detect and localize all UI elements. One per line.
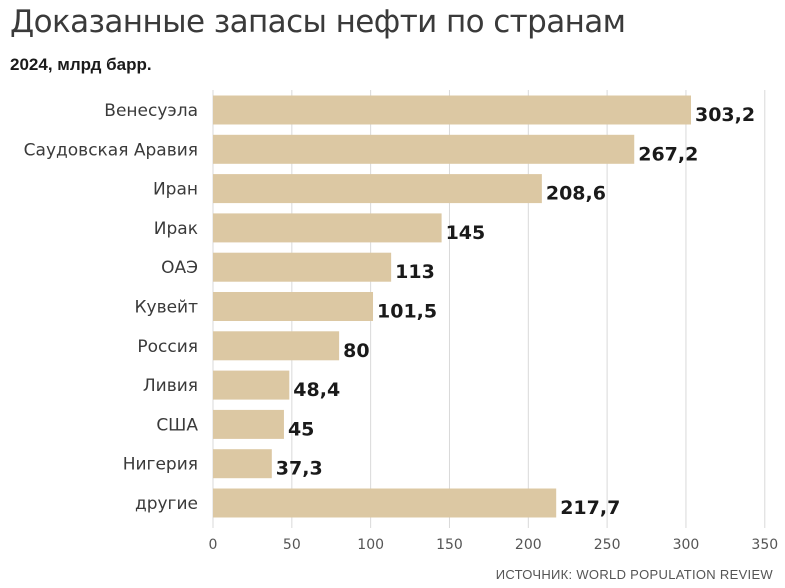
x-tick-label: 0 xyxy=(209,537,218,553)
bar xyxy=(213,449,272,479)
labels: Венесуэла 303,2 Саудовская Аравия 267,2 Иран… xyxy=(24,101,755,519)
x-tick-label: 50 xyxy=(283,537,301,553)
value-label: 217,7 xyxy=(560,497,620,519)
source-note: ИСТОЧНИК: WORLD POPULATION REVIEW xyxy=(495,567,773,582)
x-tick-label: 350 xyxy=(751,537,778,553)
category-label: Нигерия xyxy=(123,455,198,475)
category-label: Ирак xyxy=(154,219,198,239)
bar xyxy=(213,213,442,243)
x-tick-label: 100 xyxy=(357,537,384,553)
bar xyxy=(213,488,557,518)
value-label: 208,6 xyxy=(546,183,606,205)
bars xyxy=(213,95,691,518)
value-label: 80 xyxy=(343,340,369,362)
category-label: Саудовская Аравия xyxy=(24,140,198,160)
bar xyxy=(213,174,542,204)
bar xyxy=(213,292,374,321)
x-tick-label: 200 xyxy=(515,537,542,553)
bar xyxy=(213,252,392,282)
value-label: 37,3 xyxy=(276,458,323,480)
bar xyxy=(213,95,691,125)
chart-title: Доказанные запасы нефти по странам xyxy=(10,4,626,40)
x-tick-label: 300 xyxy=(673,537,700,553)
value-label: 113 xyxy=(395,261,435,283)
chart-subtitle: 2024, млрд барр. xyxy=(10,55,152,74)
category-label: Россия xyxy=(137,337,198,357)
value-label: 145 xyxy=(446,222,486,244)
bar xyxy=(213,331,340,361)
bar xyxy=(213,134,635,164)
value-label: 101,5 xyxy=(377,301,437,323)
bar xyxy=(213,409,284,439)
value-label: 303,2 xyxy=(695,104,755,126)
category-label: США xyxy=(156,415,198,435)
value-label: 45 xyxy=(288,418,314,440)
x-axis: 0 50 100 150 200 250 300 350 xyxy=(209,537,779,553)
category-label: Ливия xyxy=(143,376,198,396)
category-label: Иран xyxy=(153,180,198,200)
category-label: Кувейт xyxy=(134,298,198,318)
value-label: 267,2 xyxy=(638,143,698,165)
category-label: ОАЭ xyxy=(161,258,198,278)
bar xyxy=(213,370,290,400)
x-tick-label: 150 xyxy=(436,537,463,553)
category-label: Венесуэла xyxy=(104,101,198,121)
category-label: другие xyxy=(135,494,198,514)
x-tick-label: 250 xyxy=(594,537,621,553)
value-label: 48,4 xyxy=(293,379,340,401)
